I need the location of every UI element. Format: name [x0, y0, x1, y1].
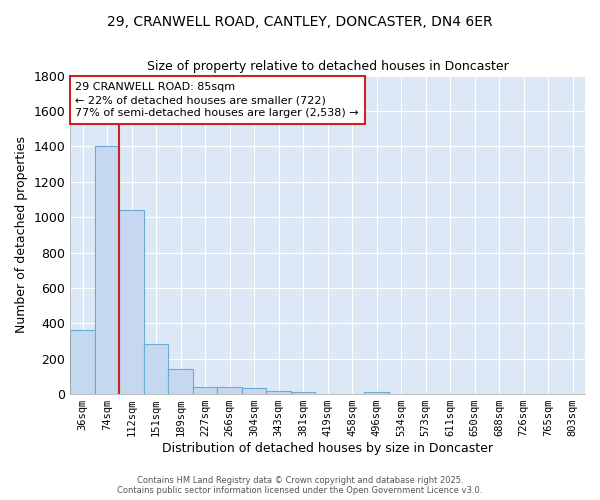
- Y-axis label: Number of detached properties: Number of detached properties: [15, 136, 28, 334]
- X-axis label: Distribution of detached houses by size in Doncaster: Distribution of detached houses by size …: [162, 442, 493, 455]
- Bar: [119, 210, 144, 394]
- Text: 29 CRANWELL ROAD: 85sqm
← 22% of detached houses are smaller (722)
77% of semi-d: 29 CRANWELL ROAD: 85sqm ← 22% of detache…: [76, 82, 359, 118]
- Bar: [193, 386, 217, 394]
- Text: 29, CRANWELL ROAD, CANTLEY, DONCASTER, DN4 6ER: 29, CRANWELL ROAD, CANTLEY, DONCASTER, D…: [107, 15, 493, 29]
- Bar: [242, 388, 266, 394]
- Bar: [291, 392, 316, 394]
- Bar: [266, 391, 291, 394]
- Title: Size of property relative to detached houses in Doncaster: Size of property relative to detached ho…: [147, 60, 509, 73]
- Bar: [144, 344, 169, 394]
- Text: Contains HM Land Registry data © Crown copyright and database right 2025.
Contai: Contains HM Land Registry data © Crown c…: [118, 476, 482, 495]
- Bar: [95, 146, 119, 394]
- Bar: [70, 330, 95, 394]
- Bar: [217, 386, 242, 394]
- Bar: [364, 392, 389, 394]
- Bar: [169, 370, 193, 394]
